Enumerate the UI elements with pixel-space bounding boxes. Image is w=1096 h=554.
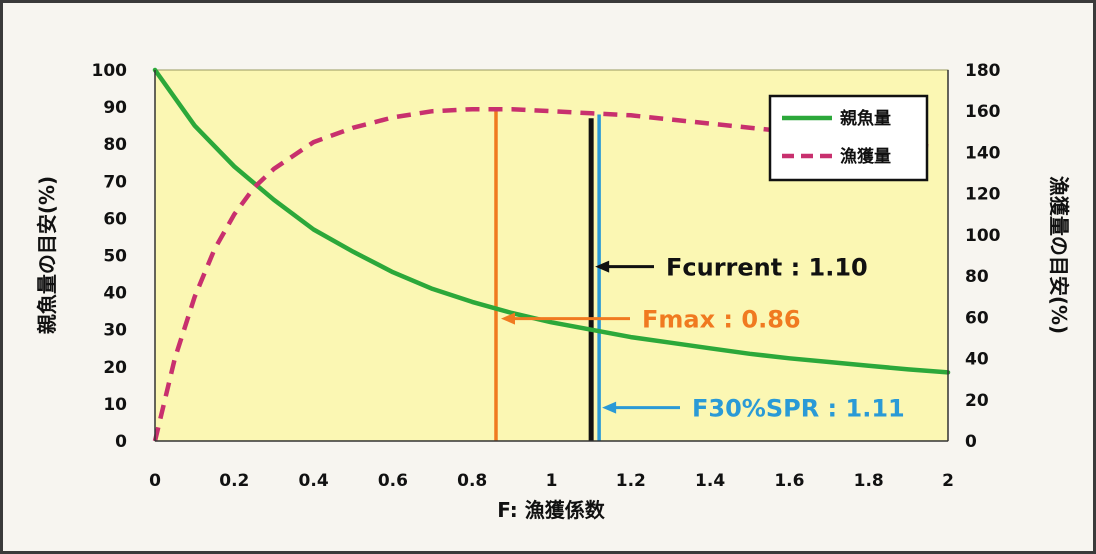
annotation-label-F30%SPR: F30%SPR : 1.11 <box>692 395 905 423</box>
y-left-tick-label: 70 <box>103 172 127 192</box>
y-left-tick-label: 100 <box>92 61 128 81</box>
annotation-label-Fcurrent: Fcurrent : 1.10 <box>666 254 868 282</box>
x-tick-label: 2 <box>942 471 954 491</box>
y-left-axis-title: 親魚量の目安(%) <box>35 176 59 334</box>
y-right-tick-label: 140 <box>965 143 1001 163</box>
y-right-tick-label: 20 <box>965 391 989 411</box>
x-tick-label: 1.2 <box>616 471 646 491</box>
x-tick-label: 0 <box>149 471 161 491</box>
x-tick-label: 0.6 <box>378 471 408 491</box>
y-right-tick-label: 100 <box>965 226 1001 246</box>
x-tick-label: 1.8 <box>854 471 884 491</box>
y-left-tick-label: 80 <box>103 135 127 155</box>
legend-親魚量-label: 親魚量 <box>840 108 891 129</box>
x-tick-label: 0.8 <box>457 471 487 491</box>
x-tick-label: 1 <box>546 471 558 491</box>
y-left-tick-label: 10 <box>103 395 127 415</box>
y-right-tick-label: 180 <box>965 61 1001 81</box>
y-right-axis-title: 漁獲量の目安(%) <box>1047 176 1071 334</box>
y-left-tick-label: 0 <box>115 432 127 452</box>
y-left-tick-label: 60 <box>103 209 127 229</box>
y-right-tick-label: 160 <box>965 102 1001 122</box>
x-tick-label: 0.4 <box>299 471 329 491</box>
annotation-label-Fmax: Fmax : 0.86 <box>642 306 801 334</box>
series-line-親魚量 <box>152 67 951 375</box>
y-right-tick-label: 0 <box>965 432 977 452</box>
x-tick-label: 1.4 <box>695 471 725 491</box>
y-left-tick-label: 90 <box>103 98 127 118</box>
legend-漁獲量-label: 漁獲量 <box>840 146 891 167</box>
x-tick-label: 1.6 <box>774 471 804 491</box>
y-left-tick-label: 20 <box>103 358 127 378</box>
x-tick-label: 0.2 <box>219 471 249 491</box>
annotation-arrowhead-F30%SPR <box>602 401 617 414</box>
y-right-tick-label: 40 <box>965 350 989 370</box>
y-right-tick-label: 80 <box>965 267 989 287</box>
y-right-tick-label: 60 <box>965 308 989 328</box>
annotation-arrowhead-Fcurrent <box>595 260 610 273</box>
y-right-tick-label: 120 <box>965 185 1001 205</box>
y-left-tick-label: 30 <box>103 321 127 341</box>
x-axis-title: F: 漁獲係数 <box>497 498 606 522</box>
annotation-arrowhead-Fmax <box>500 312 515 325</box>
y-left-tick-label: 50 <box>103 247 127 267</box>
y-left-tick-label: 40 <box>103 284 127 304</box>
legend-box <box>768 94 929 182</box>
legend: 親魚量 漁獲量 <box>768 94 929 182</box>
